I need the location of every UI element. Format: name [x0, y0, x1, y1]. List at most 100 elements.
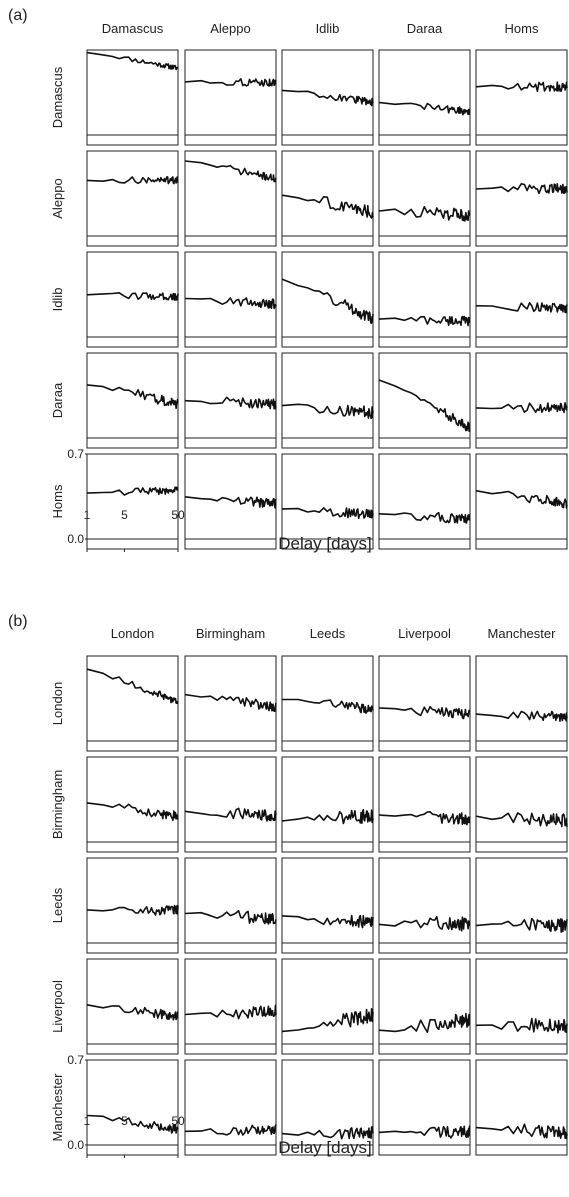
- cell-manchester-birmingham: [184, 1059, 277, 1156]
- cell-manchester-leeds: [281, 1059, 374, 1156]
- subplot-frame: [281, 655, 374, 752]
- col-label-manchester: Manchester: [488, 626, 557, 641]
- subplot-frame: [475, 756, 568, 853]
- series-line: [378, 705, 471, 720]
- subplot-frame: [475, 150, 568, 247]
- series-line: [378, 810, 471, 826]
- subplot-frame: [378, 150, 471, 247]
- subplot-frame: [475, 352, 568, 449]
- y-tick-label-0-0: 0.0: [67, 532, 84, 546]
- subplot-frame: [86, 49, 179, 146]
- cell-birmingham-london: [86, 756, 179, 853]
- panel-a: (a) Damascus Aleppo Idlib Daraa Homs Damascus…: [8, 7, 568, 553]
- cell-daraa-damascus: [86, 352, 179, 449]
- cell-manchester-manchester: [475, 1059, 568, 1156]
- subplot-frame: [378, 958, 471, 1055]
- panel-a-tag: (a): [8, 7, 28, 24]
- subplot-frame: [86, 1059, 179, 1156]
- col-label-liverpool: Liverpool: [398, 626, 451, 641]
- series-line: [475, 812, 568, 828]
- series-line: [184, 1124, 277, 1136]
- series-line: [475, 81, 568, 92]
- cell-leeds-leeds: [281, 857, 374, 954]
- col-label-idlib: Idlib: [316, 21, 340, 36]
- subplot-frame: [184, 1059, 277, 1156]
- x-tick-label-5: 5: [121, 1114, 128, 1128]
- y-tick-label-0-7: 0.7: [67, 447, 84, 461]
- subplot-frame: [378, 1059, 471, 1156]
- series-line: [184, 78, 277, 87]
- cell-damascus-daraa: [378, 49, 471, 146]
- subplot-frame: [378, 655, 471, 752]
- series-line: [378, 915, 471, 932]
- row-label-daraa: Daraa: [50, 382, 65, 418]
- series-line: [475, 917, 568, 933]
- cell-liverpool-leeds: [281, 958, 374, 1055]
- series-line: [86, 802, 179, 822]
- cell-london-liverpool: [378, 655, 471, 752]
- cell-aleppo-idlib: [281, 150, 374, 247]
- cell-idlib-aleppo: [184, 251, 277, 348]
- cell-idlib-daraa: [378, 251, 471, 348]
- series-line: [281, 194, 374, 219]
- subplot-frame: [86, 150, 179, 247]
- series-line: [281, 1126, 374, 1140]
- subplot-frame: [184, 756, 277, 853]
- subplot-frame: [281, 857, 374, 954]
- series-line: [378, 206, 471, 222]
- series-line: [378, 1125, 471, 1139]
- subplot-frame: [378, 756, 471, 853]
- series-line: [378, 315, 471, 327]
- subplot-frame: [475, 655, 568, 752]
- cell-idlib-idlib: [281, 251, 374, 348]
- x-axis-title: Delay [days]: [278, 534, 372, 553]
- subplot-frame: [475, 453, 568, 550]
- cell-birmingham-manchester: [475, 756, 568, 853]
- cell-liverpool-london: [86, 958, 179, 1055]
- series-line: [184, 1004, 277, 1020]
- cell-liverpool-birmingham: [184, 958, 277, 1055]
- series-line: [86, 51, 179, 71]
- cell-birmingham-liverpool: [378, 756, 471, 853]
- series-line: [86, 384, 179, 410]
- series-line: [86, 486, 179, 496]
- series-line: [281, 808, 374, 825]
- cell-idlib-homs: [475, 251, 568, 348]
- subplot-frame: [475, 857, 568, 954]
- x-tick-label-1: 1: [84, 508, 91, 522]
- panel-b-tag: (b): [8, 613, 28, 630]
- subplot-frame: [86, 857, 179, 954]
- series-line: [378, 1012, 471, 1033]
- y-tick-label-0-7: 0.7: [67, 1053, 84, 1067]
- series-line: [184, 396, 277, 410]
- subplot-frame: [184, 150, 277, 247]
- cell-damascus-homs: [475, 49, 568, 146]
- row-label-damascus: Damascus: [50, 66, 65, 128]
- cell-aleppo-homs: [475, 150, 568, 247]
- row-label-leeds: Leeds: [50, 887, 65, 923]
- row-label-london: London: [50, 682, 65, 725]
- series-line: [475, 489, 568, 509]
- cell-homs-damascus: [86, 453, 179, 550]
- series-line: [281, 914, 374, 929]
- series-line: [281, 1007, 374, 1033]
- subplot-frame: [86, 453, 179, 550]
- cell-manchester-liverpool: [378, 1059, 471, 1156]
- series-line: [475, 710, 568, 723]
- x-axis-title: Delay [days]: [278, 1138, 372, 1157]
- subplot-frame: [281, 251, 374, 348]
- series-line: [86, 291, 179, 301]
- x-tick-label-5: 5: [121, 508, 128, 522]
- cell-manchester-london: [86, 1059, 179, 1156]
- cell-liverpool-liverpool: [378, 958, 471, 1055]
- series-line: [281, 403, 374, 420]
- series-line: [281, 89, 374, 107]
- series-line: [475, 301, 568, 314]
- row-label-idlib: Idlib: [50, 288, 65, 312]
- cell-leeds-manchester: [475, 857, 568, 954]
- series-line: [86, 668, 179, 705]
- series-line: [184, 297, 277, 310]
- subplot-frame: [378, 49, 471, 146]
- cell-damascus-aleppo: [184, 49, 277, 146]
